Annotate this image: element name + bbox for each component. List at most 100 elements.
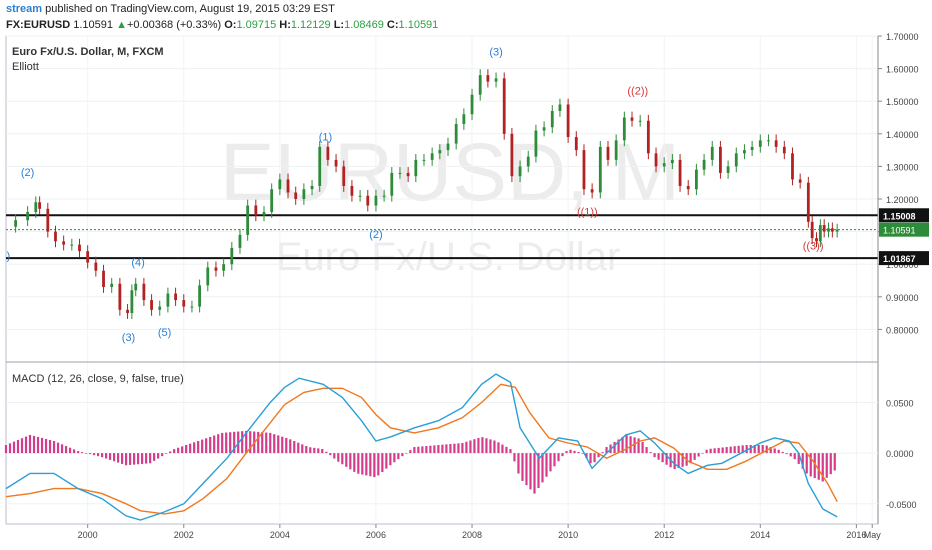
price-candle [270, 183, 274, 218]
macd-histogram-bar [681, 453, 684, 467]
macd-histogram-bar [449, 444, 452, 454]
macd-histogram-bar [145, 453, 148, 464]
price-candle [815, 232, 818, 248]
time-tick-label: 2004 [270, 530, 290, 540]
price-candle [590, 183, 594, 199]
candle-body [102, 270, 105, 288]
price-candle [38, 196, 42, 215]
price-candle [382, 189, 386, 202]
macd-histogram-bar [453, 443, 456, 454]
study-label: Elliott [12, 61, 39, 73]
macd-histogram-bar [4, 445, 8, 454]
candle-body [286, 179, 290, 193]
macd-histogram-bar [829, 453, 832, 475]
macd-histogram-bar [173, 449, 176, 454]
price-candle [822, 219, 826, 238]
macd-histogram-bar [421, 446, 424, 454]
line-price-tag [879, 251, 929, 266]
wave-label: (2) [21, 167, 34, 179]
macd-histogram-bar [461, 443, 464, 454]
candle-body [302, 189, 306, 199]
price-tick-label: 1.50000 [886, 97, 919, 107]
candle-body [214, 267, 218, 271]
price-change: +0.00368 (+0.33%) [126, 19, 222, 31]
candle-body [758, 140, 762, 147]
time-tick-label: 2008 [462, 530, 482, 540]
macd-histogram-bar [333, 453, 336, 459]
candle-body [518, 166, 522, 177]
macd-histogram-bar [181, 446, 184, 454]
author-link[interactable]: stream [6, 3, 43, 15]
macd-histogram-bar [573, 450, 576, 454]
price-candle [470, 88, 474, 121]
macd-histogram-bar [585, 453, 588, 459]
price-candle [710, 140, 714, 166]
macd-histogram-bar [553, 453, 556, 467]
price-candle [294, 186, 298, 205]
macd-histogram-bar [501, 444, 504, 454]
macd-histogram-bar [745, 445, 748, 454]
candle-body [822, 225, 826, 232]
macd-histogram-bar [245, 430, 248, 454]
macd-histogram-bar [349, 453, 352, 470]
price-candle [150, 294, 153, 316]
candle-body [326, 146, 330, 160]
macd-histogram-bar [241, 431, 244, 454]
macd-histogram-bar [185, 445, 188, 454]
macd-histogram-bar [605, 447, 608, 454]
price-candle [782, 140, 786, 160]
candle-body [798, 179, 802, 183]
price-candle [422, 154, 426, 166]
candle-body [638, 120, 642, 122]
wave-label: (3) [489, 47, 502, 59]
candle-body [791, 153, 794, 180]
macd-histogram-bar [209, 436, 212, 454]
macd-histogram-bar [561, 453, 564, 457]
macd-histogram-bar [193, 442, 196, 454]
macd-axis[interactable]: 0.0500 0.0000 -0.0500 [886, 399, 917, 510]
macd-histogram-bar [281, 436, 284, 454]
macd-histogram-bar [777, 449, 780, 454]
price-candle [750, 140, 754, 156]
price-candle [830, 222, 834, 238]
macd-histogram-bar [813, 453, 816, 479]
macd-histogram-bar [413, 447, 416, 454]
price-tick-label: 0.90000 [886, 293, 919, 303]
price-candle [486, 69, 490, 88]
candle-body [350, 185, 354, 196]
macd-histogram-bar [345, 453, 348, 467]
macd-histogram-bar [637, 438, 640, 454]
candle-body [815, 238, 818, 242]
macd-histogram-bar [557, 453, 560, 462]
macd-histogram-bar [721, 447, 724, 454]
price-candle [630, 111, 634, 127]
macd-histogram-bar [393, 453, 396, 463]
price-axis[interactable]: 1.70000 1.60000 1.50000 1.40000 1.30000 1.200… [877, 32, 929, 524]
macd-histogram-bar [265, 432, 268, 454]
price-candle [254, 199, 258, 222]
price-candle [510, 127, 514, 183]
candle-body [810, 221, 814, 239]
price-candle [670, 154, 674, 170]
candle-body [494, 78, 498, 82]
candle-body [606, 146, 610, 160]
candle-body [654, 153, 658, 167]
macd-histogram-bar [757, 445, 760, 454]
macd-histogram-bar [737, 445, 740, 454]
price-candle [14, 214, 18, 233]
macd-histogram-bar [805, 453, 808, 474]
candle-body [158, 306, 162, 310]
candle-body [358, 195, 362, 197]
macd-histogram-bar [773, 448, 776, 454]
macd-histogram-bar [769, 446, 772, 454]
candle-body [94, 262, 98, 271]
macd-histogram-bar [84, 453, 88, 454]
macd-histogram-bar [597, 453, 600, 458]
candle-body [462, 114, 466, 125]
macd-histogram-bar [385, 453, 388, 469]
price-candle [550, 105, 554, 134]
macd-histogram-bar [24, 436, 28, 454]
macd-histogram-bar [797, 453, 800, 464]
